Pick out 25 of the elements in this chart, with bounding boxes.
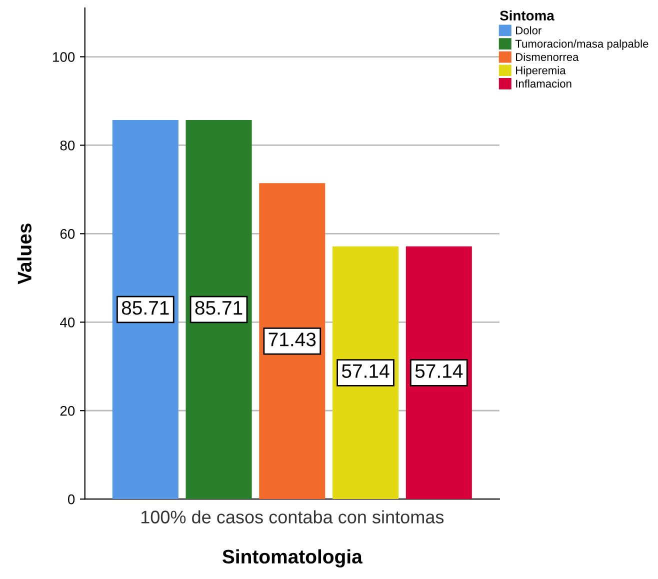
y-tick-label: 0 <box>68 494 75 504</box>
legend-label: Dismenorrea <box>516 52 579 61</box>
legend-label: Tumoracion/masa palpable <box>515 40 648 50</box>
y-tick-label: 20 <box>60 406 75 416</box>
bar <box>332 246 399 500</box>
data-label: 85.71 <box>195 300 242 315</box>
data-label: 57.14 <box>415 364 463 378</box>
y-tick-label: 80 <box>60 140 75 150</box>
bar <box>406 246 472 500</box>
legend-label: Dolor <box>516 26 542 34</box>
bar <box>112 120 178 500</box>
legend-label: Inflamacion <box>516 79 572 88</box>
x-tick-label: 100% de casos contaba con sintomas <box>141 510 444 524</box>
y-tick-label: 100 <box>53 52 75 62</box>
legend-title: Sintoma <box>500 10 554 21</box>
y-axis-title: Values <box>17 224 32 284</box>
bar <box>259 183 326 500</box>
y-tick-label: 40 <box>60 318 75 328</box>
data-label: 71.43 <box>268 332 316 346</box>
data-label: 85.71 <box>122 300 169 315</box>
data-label: 57.14 <box>342 364 390 378</box>
legend-label: Hiperemia <box>516 66 566 76</box>
x-axis-title: Sintomatologia <box>222 549 362 568</box>
bar <box>186 120 252 500</box>
y-tick-label: 60 <box>60 229 75 239</box>
